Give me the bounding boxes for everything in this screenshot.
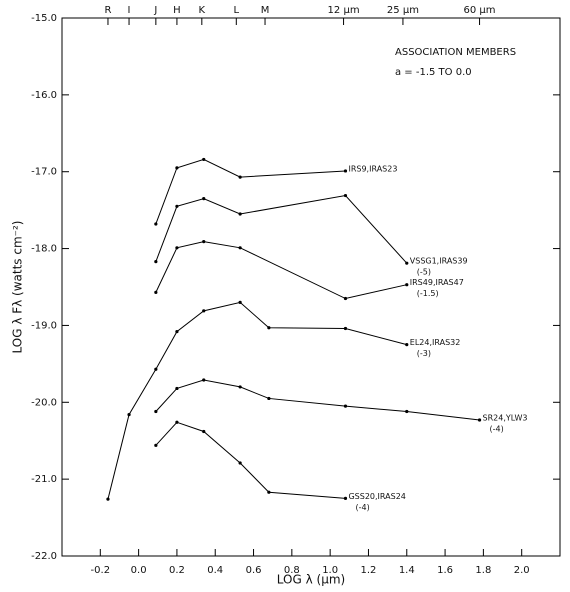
x-tick-label: 0.2 bbox=[169, 565, 185, 576]
data-point bbox=[267, 326, 271, 330]
x-tick-label: 1.0 bbox=[322, 565, 338, 576]
data-point bbox=[477, 418, 482, 422]
x-tick-label: 0.6 bbox=[246, 565, 262, 576]
series-label: GSS20,IRAS24 bbox=[348, 492, 405, 501]
top-tick-label: 12 µm bbox=[328, 5, 360, 16]
y-tick-label: -16.0 bbox=[31, 90, 57, 101]
data-point bbox=[267, 490, 271, 494]
y-tick-label: -18.0 bbox=[31, 244, 57, 255]
plot-frame bbox=[61, 17, 561, 557]
y-tick-label: -17.0 bbox=[31, 167, 57, 178]
top-tick-label: 60 µm bbox=[464, 5, 496, 16]
data-point bbox=[238, 300, 242, 304]
data-point bbox=[154, 409, 158, 414]
data-point bbox=[343, 404, 348, 408]
top-tick-label: K bbox=[199, 5, 206, 16]
series-label: VSSG1,IRAS39 bbox=[410, 257, 468, 266]
data-point bbox=[175, 246, 179, 250]
data-point bbox=[154, 367, 158, 371]
data-point bbox=[202, 429, 206, 434]
x-axis-label: LOG λ (µm) bbox=[277, 573, 345, 587]
data-point bbox=[154, 290, 158, 294]
data-point bbox=[202, 378, 206, 382]
data-point bbox=[405, 409, 409, 414]
series-line bbox=[107, 301, 407, 500]
x-tick-label: 0.0 bbox=[131, 565, 147, 576]
x-tick-label: -0.2 bbox=[91, 565, 111, 576]
data-point bbox=[154, 260, 158, 264]
x-tick-label: 0.4 bbox=[207, 565, 223, 576]
data-point bbox=[343, 296, 348, 301]
series-note: (-4) bbox=[490, 424, 504, 433]
series-label: EL24,IRAS32 bbox=[410, 338, 461, 347]
top-tick-label: J bbox=[153, 5, 157, 16]
top-tick-label: H bbox=[173, 5, 181, 16]
top-tick-label: L bbox=[234, 5, 240, 16]
data-point bbox=[343, 496, 348, 500]
data-point bbox=[405, 343, 409, 347]
y-axis-label: LOG λ Fλ (watts cm⁻²) bbox=[11, 221, 25, 354]
y-tick-label: -21.0 bbox=[31, 474, 57, 485]
data-point bbox=[127, 412, 131, 417]
data-point bbox=[238, 461, 242, 465]
x-tick-label: 1.2 bbox=[361, 565, 377, 576]
series-note: (-1.5) bbox=[417, 289, 439, 298]
series-note: (-4) bbox=[355, 503, 369, 512]
data-point bbox=[202, 197, 206, 201]
data-point bbox=[175, 329, 179, 334]
data-point bbox=[202, 157, 206, 162]
data-point bbox=[202, 309, 206, 313]
y-tick-label: -15.0 bbox=[31, 13, 57, 24]
top-tick-label: M bbox=[261, 5, 270, 16]
data-point bbox=[405, 283, 409, 287]
y-tick-label: -19.0 bbox=[31, 320, 57, 331]
y-tick-label: -22.0 bbox=[31, 551, 57, 562]
data-point bbox=[238, 212, 242, 216]
annotation-title: ASSOCIATION MEMBERS bbox=[395, 47, 516, 58]
data-point bbox=[154, 443, 158, 447]
data-point bbox=[175, 166, 179, 170]
series-line bbox=[155, 194, 408, 264]
series-label: IRS9,IRAS23 bbox=[348, 164, 397, 173]
top-tick-label: I bbox=[128, 5, 131, 16]
data-point bbox=[267, 396, 271, 401]
data-point bbox=[343, 169, 348, 173]
series-label: SR24,YLW3 bbox=[483, 413, 528, 422]
data-point bbox=[202, 240, 206, 244]
data-point bbox=[343, 193, 348, 198]
series-line bbox=[155, 241, 407, 300]
x-tick-label: 1.4 bbox=[399, 565, 415, 576]
data-point bbox=[175, 204, 179, 208]
data-point bbox=[343, 326, 348, 331]
data-point bbox=[238, 175, 242, 179]
series-note: (-3) bbox=[417, 349, 431, 358]
data-point bbox=[106, 497, 110, 501]
x-tick-label: 2.0 bbox=[514, 565, 530, 576]
x-tick-label: 1.8 bbox=[475, 565, 491, 576]
annotation-subtitle: a = -1.5 TO 0.0 bbox=[395, 67, 472, 78]
series-note: (-5) bbox=[417, 268, 431, 277]
y-tick-label: -20.0 bbox=[31, 397, 57, 408]
data-point bbox=[175, 386, 179, 391]
data-point bbox=[175, 420, 179, 424]
top-tick-label: R bbox=[104, 5, 111, 16]
top-tick-label: 25 µm bbox=[387, 5, 419, 16]
data-point bbox=[405, 261, 409, 265]
series-line bbox=[155, 158, 346, 225]
series-label: IRS49,IRAS47 bbox=[410, 278, 464, 287]
series-line bbox=[155, 421, 346, 499]
data-point bbox=[238, 385, 242, 389]
data-point bbox=[154, 222, 158, 226]
x-tick-label: 0.8 bbox=[284, 565, 300, 576]
data-point bbox=[238, 246, 242, 250]
series-line bbox=[155, 379, 480, 421]
x-tick-label: 1.6 bbox=[437, 565, 453, 576]
